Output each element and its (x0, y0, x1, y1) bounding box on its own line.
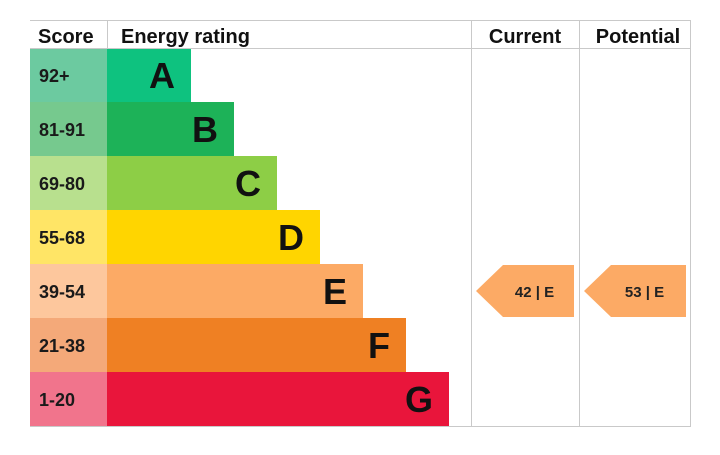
band-letter-e: E (323, 271, 347, 312)
band-row-f: 21-38 F (30, 318, 406, 372)
rating-bar-c (107, 156, 277, 210)
rating-bar-b (107, 102, 234, 156)
score-cell-g (30, 372, 107, 426)
score-range-a: 92+ (39, 66, 70, 86)
score-cell-d (30, 210, 107, 264)
potential-rating-arrow-label: 53 | E (625, 284, 664, 301)
score-cell-c (30, 156, 107, 210)
header-row: Score Energy rating Current Potential (38, 26, 680, 48)
band-row-c: 69-80 C (30, 156, 277, 210)
potential-rating-arrow: 53 | E (584, 265, 686, 317)
score-range-c: 69-80 (39, 174, 85, 194)
potential-header: Potential (596, 26, 680, 48)
band-letter-c: C (235, 163, 261, 204)
potential-rating-arrow-shape (584, 265, 686, 317)
band-letter-f: F (368, 325, 390, 366)
score-cell-a (30, 48, 107, 102)
current-rating-arrow-label: 42 | E (515, 284, 554, 301)
score-range-f: 21-38 (39, 336, 85, 356)
score-range-b: 81-91 (39, 120, 85, 140)
rating-bar-e (107, 264, 363, 318)
band-row-a: 92+ A (30, 48, 191, 102)
current-header: Current (489, 26, 562, 48)
score-range-e: 39-54 (39, 282, 85, 302)
rating-bar-d (107, 210, 320, 264)
band-letter-a: A (149, 55, 175, 96)
table-grid (30, 20, 691, 427)
rating-bar-a (107, 48, 191, 102)
band-row-e: 39-54 E (30, 264, 363, 318)
current-rating-arrow: 42 | E (476, 265, 574, 317)
rating-arrows: 42 | E 53 | E (476, 265, 686, 317)
score-header: Score (38, 26, 94, 48)
band-row-g: 1-20 G (30, 372, 449, 426)
band-row-b: 81-91 B (30, 102, 234, 156)
score-cell-e (30, 264, 107, 318)
band-letter-d: D (278, 217, 304, 258)
energy-rating-header: Energy rating (121, 26, 250, 48)
rating-bar-g (107, 372, 449, 426)
rating-bands: 92+ A 81-91 B 69-80 C 55-68 D 39-54 E 21-38 F 1-20 G (30, 48, 449, 426)
band-letter-b: B (192, 109, 218, 150)
rating-bar-f (107, 318, 406, 372)
score-cell-f (30, 318, 107, 372)
score-range-g: 1-20 (39, 390, 75, 410)
score-range-d: 55-68 (39, 228, 85, 248)
band-letter-g: G (405, 379, 433, 420)
score-cell-b (30, 102, 107, 156)
band-row-d: 55-68 D (30, 210, 320, 264)
current-rating-arrow-shape (476, 265, 574, 317)
